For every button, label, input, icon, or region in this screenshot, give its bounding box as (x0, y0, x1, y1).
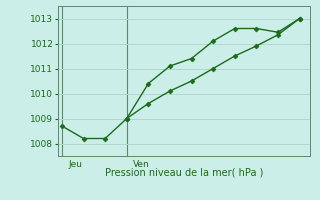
Text: Ven: Ven (133, 160, 150, 169)
Text: Jeu: Jeu (68, 160, 83, 169)
X-axis label: Pression niveau de la mer( hPa ): Pression niveau de la mer( hPa ) (105, 167, 263, 177)
